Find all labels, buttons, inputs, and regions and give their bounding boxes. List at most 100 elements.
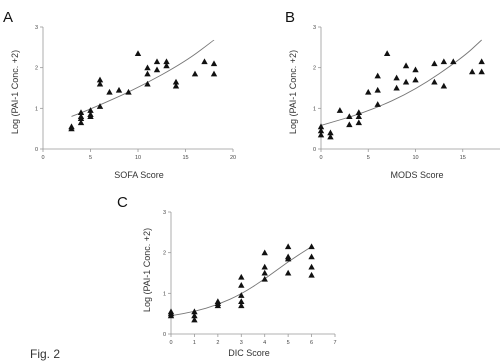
y-axis-label-a: Log (PAI-1 Conc. +2) — [10, 50, 20, 134]
y-tick-label: 3 — [313, 25, 316, 31]
data-point — [167, 308, 175, 315]
data-point — [450, 58, 457, 65]
data-point — [172, 78, 180, 85]
x-tick-label: 15 — [182, 155, 188, 161]
panel-letter-b: B — [285, 9, 295, 26]
data-point — [402, 78, 410, 85]
data-point — [125, 88, 132, 95]
data-point — [238, 273, 245, 280]
data-point — [106, 88, 113, 95]
data-point — [238, 292, 245, 298]
data-point — [77, 109, 85, 115]
data-point — [431, 60, 438, 67]
y-tick-label: 2 — [35, 66, 38, 72]
x-tick-label: 1 — [193, 340, 196, 346]
data-point — [308, 243, 315, 250]
y-tick-label: 2 — [163, 251, 166, 257]
data-point — [308, 253, 315, 260]
data-point — [134, 50, 142, 56]
data-point — [214, 298, 222, 305]
data-point — [238, 298, 245, 305]
data-point — [317, 123, 325, 130]
data-point — [478, 58, 485, 65]
trend-line-a — [71, 39, 215, 117]
y-tick-label: 3 — [163, 210, 166, 216]
data-point — [355, 113, 362, 120]
panel-b: B MODS Score Log (PAI-1 Conc. +2) 0 5 10 15… — [285, 9, 500, 180]
data-point — [191, 316, 198, 323]
data-point — [115, 86, 123, 93]
data-point — [261, 275, 268, 282]
x-tick-label: 15 — [460, 155, 466, 161]
y-tick-label: 0 — [35, 147, 38, 153]
data-point — [412, 66, 419, 73]
data-point — [172, 82, 180, 89]
data-point — [87, 107, 94, 113]
x-tick-label: 2 — [216, 340, 219, 346]
data-point — [163, 62, 170, 69]
x-tick-label: 3 — [240, 340, 243, 346]
figure-caption: Fig. 2 — [30, 347, 60, 361]
data-point — [469, 68, 476, 75]
data-point — [261, 269, 268, 276]
data-point — [308, 263, 315, 270]
data-point — [284, 269, 292, 276]
x-tick-label: 0 — [319, 155, 322, 161]
x-tick-label: 5 — [89, 155, 92, 161]
data-point — [144, 80, 151, 87]
panel-letter-a: A — [3, 9, 13, 26]
y-axis-label-c: Log (PAI-1 Conc. +2) — [142, 228, 152, 312]
data-point — [374, 72, 381, 79]
data-point — [96, 80, 104, 87]
data-point — [191, 308, 198, 315]
data-point — [383, 50, 391, 56]
data-point — [87, 111, 94, 117]
data-point — [478, 68, 485, 75]
y-tick-label: 1 — [163, 291, 166, 297]
data-point — [393, 84, 400, 91]
data-point — [68, 123, 75, 130]
data-point — [317, 131, 325, 138]
data-point — [308, 271, 315, 278]
data-point — [77, 119, 85, 126]
x-axis-label-c: DIC Score — [228, 348, 270, 358]
x-axis-label-a: SOFA Score — [114, 170, 164, 180]
y-tick-label: 0 — [163, 332, 166, 338]
data-point — [327, 133, 334, 140]
data-point — [238, 282, 245, 288]
data-point — [144, 70, 151, 77]
data-point — [440, 58, 448, 65]
data-point — [284, 243, 292, 250]
data-point — [191, 312, 198, 319]
data-point — [346, 121, 353, 128]
x-tick-label: 0 — [169, 340, 172, 346]
data-point — [261, 263, 268, 270]
y-axis-label-b: Log (PAI-1 Conc. +2) — [288, 50, 298, 134]
x-tick-label: 5 — [367, 155, 370, 161]
x-tick-label: 6 — [310, 340, 313, 346]
data-point — [284, 253, 292, 260]
x-tick-label: 20 — [230, 155, 236, 161]
data-point — [238, 302, 245, 309]
x-axis-label-b: MODS Score — [390, 170, 443, 180]
data-point — [393, 74, 400, 81]
x-tick-label: 0 — [41, 155, 44, 161]
panel-c: C DIC Score Log (PAI-1 Conc. +2) 0 1 2 3 4 5 6… — [117, 194, 337, 358]
data-point — [336, 107, 344, 113]
y-tick-label: 1 — [313, 106, 316, 112]
x-tick-label: 10 — [135, 155, 141, 161]
x-tick-label: 5 — [287, 340, 290, 346]
data-point — [402, 62, 410, 69]
data-point — [327, 129, 334, 136]
data-point — [365, 88, 372, 95]
trend-line-b — [320, 39, 482, 126]
data-point — [191, 70, 199, 77]
y-tick-label: 0 — [313, 147, 316, 153]
data-point — [355, 109, 362, 115]
data-point — [412, 76, 419, 83]
data-point — [96, 103, 104, 109]
data-point — [346, 113, 353, 120]
x-tick-label: 7 — [333, 340, 336, 346]
panel-letter-c: C — [117, 194, 128, 211]
